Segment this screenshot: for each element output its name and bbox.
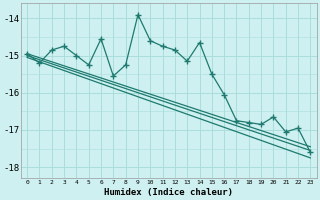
X-axis label: Humidex (Indice chaleur): Humidex (Indice chaleur) xyxy=(104,188,233,197)
